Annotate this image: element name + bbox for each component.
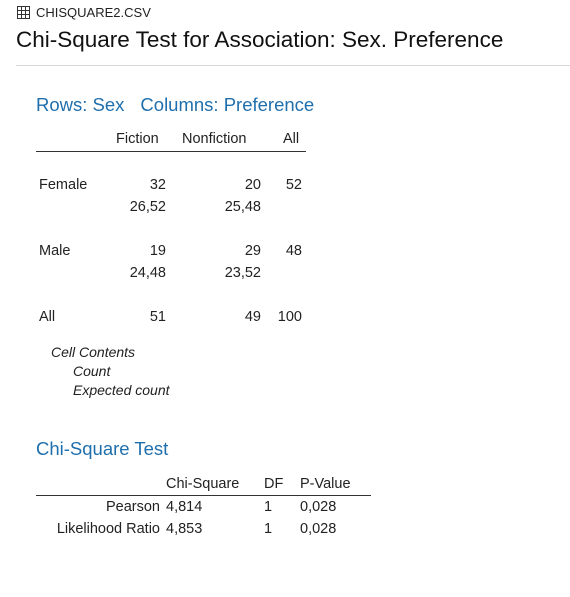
row-label-male: Male <box>39 243 71 259</box>
cell-expected: 23,52 <box>224 265 261 281</box>
cell-expected: 26,52 <box>129 199 166 215</box>
cell-expected: 25,48 <box>224 199 261 215</box>
cell-count: 49 <box>244 309 261 325</box>
columns-label: Columns: Preference <box>140 94 315 115</box>
cell-contents-title: Cell Contents <box>51 344 136 360</box>
chi-square-header-rule <box>36 495 371 496</box>
column-header-all: All <box>283 131 300 147</box>
tabulation-heading: Rows: Sex Columns: Preference <box>36 94 314 116</box>
cell-count: 20 <box>244 177 261 193</box>
file-name: CHISQUARE2.CSV <box>36 5 151 20</box>
df-value: 1 <box>264 499 273 515</box>
column-header-chi-square: Chi-Square <box>166 476 240 492</box>
file-tab: CHISQUARE2.CSV <box>17 5 151 20</box>
cell-count: 51 <box>149 309 166 325</box>
cell-count: 29 <box>244 243 261 259</box>
column-header-p-value: P-Value <box>300 476 351 492</box>
cell-count: 32 <box>149 177 166 193</box>
row-label-female: Female <box>39 177 88 193</box>
p-value: 0,028 <box>300 521 337 537</box>
table-grid-icon <box>17 6 30 19</box>
row-label-all: All <box>39 309 56 325</box>
page-title: Chi-Square Test for Association: Sex. Pr… <box>16 27 504 52</box>
column-header-df: DF <box>264 476 284 492</box>
title-divider <box>16 65 570 66</box>
rows-label: Rows: Sex <box>36 94 125 115</box>
chi-square-heading: Chi-Square Test <box>36 438 169 459</box>
cell-count: 48 <box>285 243 302 259</box>
cell-count: 19 <box>149 243 166 259</box>
df-value: 1 <box>264 521 273 537</box>
test-label-pearson: Pearson <box>105 499 160 515</box>
column-header-fiction: Fiction <box>116 131 159 147</box>
test-label-likelihood-ratio: Likelihood Ratio <box>56 521 160 537</box>
chi-square-value: 4,814 <box>166 499 203 515</box>
cell-contents-item: Count <box>73 363 111 379</box>
p-value: 0,028 <box>300 499 337 515</box>
cell-expected: 24,48 <box>129 265 166 281</box>
cell-contents-item: Expected count <box>73 382 170 398</box>
column-header-nonfiction: Nonfiction <box>182 131 247 147</box>
chi-square-value: 4,853 <box>166 521 203 537</box>
cell-count: 52 <box>285 177 302 193</box>
cell-count: 100 <box>277 309 302 325</box>
table-header-rule <box>36 151 306 152</box>
